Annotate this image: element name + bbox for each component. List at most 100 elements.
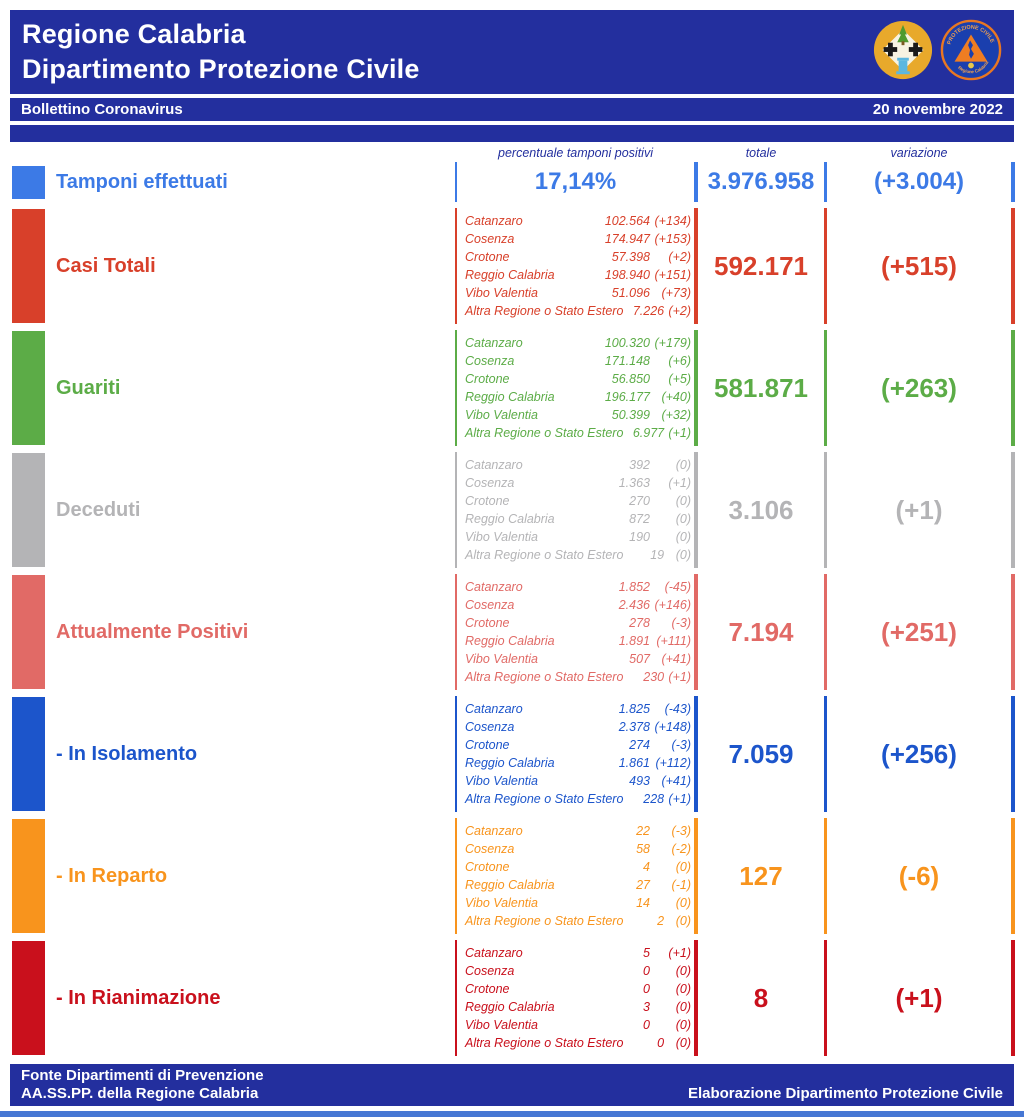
province-name: Reggio Calabria xyxy=(465,634,555,648)
tamponi-label: Tamponi effettuati xyxy=(56,170,228,193)
province-value: 58 xyxy=(636,842,650,856)
province-name: Reggio Calabria xyxy=(465,1000,555,1014)
province-name: Altra Regione o Stato Estero xyxy=(465,792,624,806)
province-row: Vibo Valentia 51.096 (+73) xyxy=(465,284,694,302)
section-color-swatch xyxy=(12,941,45,1055)
separator-bar xyxy=(824,696,827,812)
province-delta: (+2) xyxy=(668,304,691,318)
section-color-swatch xyxy=(12,453,45,567)
province-name: Catanzaro xyxy=(465,214,523,228)
separator-bar xyxy=(1011,208,1015,324)
section-label: - In Reparto xyxy=(56,864,168,887)
separator-bar xyxy=(455,330,457,446)
province-delta: (0) xyxy=(675,982,691,996)
province-row: Catanzaro 100.320 (+179) xyxy=(465,334,694,352)
column-header-percent: percentuale tamponi positivi xyxy=(498,145,653,160)
province-value: 230 xyxy=(643,670,665,684)
section-label: Casi Totali xyxy=(56,254,156,277)
province-name: Altra Regione o Stato Estero xyxy=(465,304,624,318)
province-value: 6.977 xyxy=(632,426,665,440)
province-delta: (+1) xyxy=(668,946,691,960)
province-name: Reggio Calabria xyxy=(465,268,555,282)
province-name: Reggio Calabria xyxy=(465,756,555,770)
separator-bar xyxy=(455,818,457,934)
province-row: Vibo Valentia 190 (0) xyxy=(465,528,694,546)
province-delta: (0) xyxy=(675,896,691,910)
province-delta: (+111) xyxy=(656,634,691,648)
footer-bar: Fonte Dipartimenti di Prevenzione AA.SS.… xyxy=(10,1064,1014,1106)
province-delta: (0) xyxy=(675,494,691,508)
separator-bar xyxy=(1011,452,1015,568)
separator-bar xyxy=(1011,940,1015,1056)
province-delta: (+41) xyxy=(661,652,691,666)
province-row: Crotone 56.850 (+5) xyxy=(465,370,694,388)
province-value: 19 xyxy=(650,548,665,562)
province-value: 7.226 xyxy=(632,304,665,318)
section-variation: (+1) xyxy=(895,982,943,1013)
province-row: Catanzaro 1.825 (-43) xyxy=(465,700,694,718)
stat-section: Deceduti Catanzaro 392 (0) Cosenza 1.363 (+1)… xyxy=(10,452,1015,568)
regione-calabria-coat-of-arms-icon xyxy=(872,19,934,86)
tamponi-variation-value: (+3.004) xyxy=(873,168,965,195)
separator-bar xyxy=(694,330,698,446)
province-name: Vibo Valentia xyxy=(465,530,538,544)
province-name: Vibo Valentia xyxy=(465,286,538,300)
province-name: Vibo Valentia xyxy=(465,652,538,666)
province-row: Crotone 270 (0) xyxy=(465,492,694,510)
province-value: 5 xyxy=(643,946,650,960)
separator-bar xyxy=(694,452,698,568)
province-delta: (0) xyxy=(675,1018,691,1032)
province-value: 1.861 xyxy=(618,756,650,770)
separator-bar xyxy=(824,208,827,324)
province-name: Crotone xyxy=(465,616,510,630)
province-row: Reggio Calabria 196.177 (+40) xyxy=(465,388,694,406)
province-row: Reggio Calabria 872 (0) xyxy=(465,510,694,528)
province-row: Vibo Valentia 507 (+41) xyxy=(465,650,694,668)
province-value: 0 xyxy=(643,964,650,978)
province-delta: (+148) xyxy=(654,720,691,734)
province-value: 102.564 xyxy=(604,214,650,228)
province-delta: (-2) xyxy=(671,842,691,856)
province-delta: (+1) xyxy=(668,426,691,440)
separator-bar xyxy=(694,940,698,1056)
province-value: 56.850 xyxy=(611,372,650,386)
province-delta: (0) xyxy=(675,914,691,928)
province-row: Cosenza 171.148 (+6) xyxy=(465,352,694,370)
province-value: 100.320 xyxy=(604,336,650,350)
province-name: Cosenza xyxy=(465,598,515,612)
separator-bar xyxy=(1011,696,1015,812)
section-total: 3.106 xyxy=(728,494,794,525)
tamponi-color-swatch xyxy=(12,165,45,199)
province-value: 190 xyxy=(629,530,650,544)
tamponi-total-value: 3.976.958 xyxy=(707,168,815,195)
separator-bar xyxy=(1011,162,1015,202)
separator-bar xyxy=(694,574,698,690)
province-row: Vibo Valentia 493 (+41) xyxy=(465,772,694,790)
province-value: 198.940 xyxy=(604,268,650,282)
column-headers: percentuale tamponi positivi totale vari… xyxy=(10,145,1015,160)
province-row: Reggio Calabria 3 (0) xyxy=(465,998,694,1016)
section-label: - In Rianimazione xyxy=(56,986,221,1009)
bulletin-date: 20 novembre 2022 xyxy=(872,101,1003,118)
separator-bar xyxy=(694,818,698,934)
stat-section: - In Reparto Catanzaro 22 (-3) Cosenza 58 (-2… xyxy=(10,818,1015,934)
province-row: Altra Regione o Stato Estero 19 (0) xyxy=(465,546,694,564)
province-delta: (0) xyxy=(675,512,691,526)
province-value: 196.177 xyxy=(604,390,650,404)
province-value: 0 xyxy=(643,1018,650,1032)
province-row: Cosenza 58 (-2) xyxy=(465,840,694,858)
province-row: Altra Regione o Stato Estero 6.977 (+1) xyxy=(465,424,694,442)
separator-bar xyxy=(824,330,827,446)
tamponi-row: Tamponi effettuati 17,14% 3.976.958 (+3.… xyxy=(10,162,1015,202)
province-delta: (+40) xyxy=(661,390,691,404)
protezione-civile-emblem-icon: PROTEZIONE CIVILE Regione Calabria xyxy=(940,19,1002,86)
bottom-edge-strip xyxy=(0,1111,1024,1117)
province-name: Crotone xyxy=(465,494,510,508)
province-delta: (+179) xyxy=(654,336,691,350)
province-value: 22 xyxy=(636,824,650,838)
province-name: Vibo Valentia xyxy=(465,408,538,422)
province-breakdown: Catanzaro 1.825 (-43) Cosenza 2.378 (+148) Cro… xyxy=(457,696,694,812)
separator-bar xyxy=(1011,574,1015,690)
province-value: 872 xyxy=(629,512,650,526)
